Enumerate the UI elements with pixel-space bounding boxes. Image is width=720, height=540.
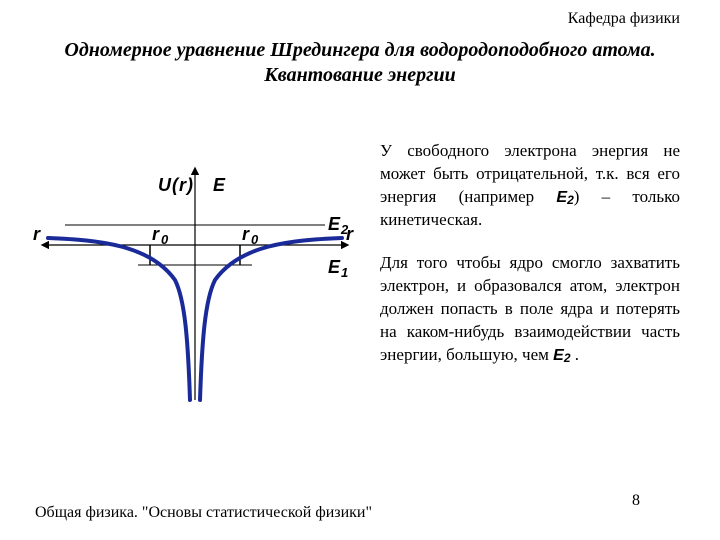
page-title: Одномерное уравнение Шредингера для водо… <box>40 38 680 88</box>
label-r0-right-sub: 0 <box>251 232 259 247</box>
label-E1: E <box>328 257 341 277</box>
body-text: У свободного электрона энергия не может … <box>380 140 680 386</box>
footer-course: Общая физика. "Основы статистической физ… <box>35 504 372 522</box>
label-U: U <box>158 175 172 195</box>
label-r-left: r <box>33 224 41 244</box>
p2-part-a: Для того чтобы ядро смогло захватить эле… <box>380 253 680 364</box>
inline-E2-sub: 2 <box>567 193 574 207</box>
figure-svg: U ( r ) E r r r 0 r 0 E 2 E 1 <box>30 150 360 410</box>
page-number: 8 <box>632 492 640 510</box>
department-label: Кафедра физики <box>568 10 680 28</box>
label-r-in-U: r <box>179 175 187 195</box>
label-r0-left-sub: 0 <box>161 232 169 247</box>
inline-E2-letter-2: E <box>553 347 564 364</box>
paragraph-2: Для того чтобы ядро смогло захватить эле… <box>380 252 680 367</box>
p2-part-b: . <box>571 345 580 364</box>
label-E2: E <box>328 214 341 234</box>
inline-E2-sub-2: 2 <box>564 351 571 365</box>
label-r0-left: r <box>152 224 160 244</box>
paragraph-1: У свободного электрона энергия не может … <box>380 140 680 232</box>
inline-E2-letter: E <box>556 189 567 206</box>
label-paren-close: ) <box>185 175 193 195</box>
label-r0-right: r <box>242 224 250 244</box>
potential-well-figure: U ( r ) E r r r 0 r 0 E 2 E 1 <box>30 150 360 410</box>
label-E2-sub: 2 <box>340 222 349 237</box>
label-E-axis: E <box>213 175 226 195</box>
label-E1-sub: 1 <box>341 265 348 280</box>
